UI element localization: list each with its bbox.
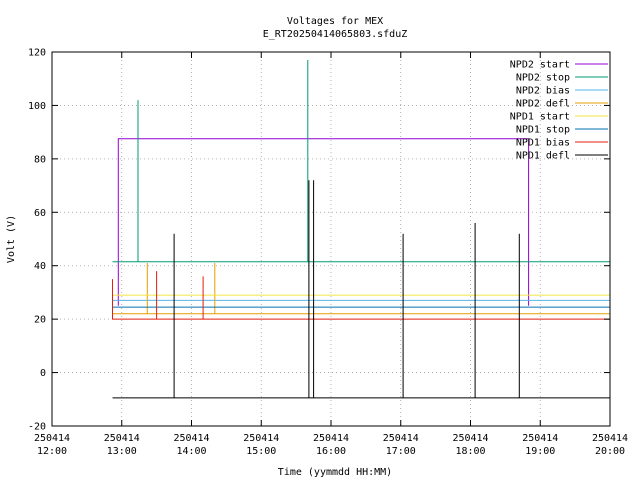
legend-label: NPD1 defl	[516, 151, 570, 162]
x-tick-label-date: 250414	[243, 433, 279, 444]
chart-subtitle: E_RT20250414065803.sfduZ	[263, 29, 408, 40]
legend-label: NPD2 bias	[516, 86, 570, 97]
series-line-1	[112, 60, 610, 263]
x-tick-label-date: 250414	[173, 433, 209, 444]
x-tick-label-date: 250414	[383, 433, 419, 444]
legend-label: NPD1 stop	[516, 125, 570, 136]
series-line-7	[112, 180, 610, 399]
x-tick-label-date: 250414	[522, 433, 558, 444]
x-tick-label-time: 17:00	[386, 446, 416, 457]
series-line-6	[112, 271, 610, 320]
y-tick-label: 0	[40, 368, 46, 379]
series-layer	[112, 60, 610, 399]
x-tick-label-date: 250414	[452, 433, 488, 444]
legend-label: NPD1 start	[510, 112, 570, 123]
y-tick-label: 40	[34, 261, 46, 272]
x-tick-label-date: 250414	[104, 433, 140, 444]
x-tick-label-date: 250414	[592, 433, 628, 444]
legend-label: NPD2 defl	[516, 99, 570, 110]
x-tick-label-date: 250414	[34, 433, 70, 444]
y-tick-label: 100	[28, 101, 46, 112]
x-tick-label-time: 18:00	[455, 446, 485, 457]
ticks: -20 0 20 40 60 80 100 120 250414 12:00 250414 13:00…	[28, 48, 628, 458]
x-axis-label: Time (yymmdd HH:MM)	[278, 467, 392, 478]
x-tick-label-time: 14:00	[176, 446, 206, 457]
y-tick-label: 20	[34, 315, 46, 326]
chart-title: Voltages for MEX	[287, 16, 383, 27]
y-axis-label: Volt (V)	[6, 215, 17, 263]
legend-label: NPD1 bias	[516, 138, 570, 149]
y-tick-label: 120	[28, 48, 46, 59]
x-tick-label-time: 15:00	[246, 446, 276, 457]
x-tick-label-time: 16:00	[316, 446, 346, 457]
series-line-3	[112, 263, 610, 315]
legend-label: NPD2 start	[510, 60, 570, 71]
series-line-0	[117, 138, 530, 306]
x-tick-label-time: 20:00	[595, 446, 625, 457]
y-tick-label: 60	[34, 208, 46, 219]
y-tick-label: -20	[28, 422, 46, 433]
x-tick-label-time: 13:00	[107, 446, 137, 457]
x-tick-label-time: 12:00	[37, 446, 67, 457]
x-tick-label-time: 19:00	[525, 446, 555, 457]
y-tick-label: 80	[34, 154, 46, 165]
legend-label: NPD2 stop	[516, 73, 570, 84]
x-tick-label-date: 250414	[313, 433, 349, 444]
legend: NPD2 start NPD2 stop NPD2 bias NPD2 defl NPD…	[510, 60, 608, 162]
